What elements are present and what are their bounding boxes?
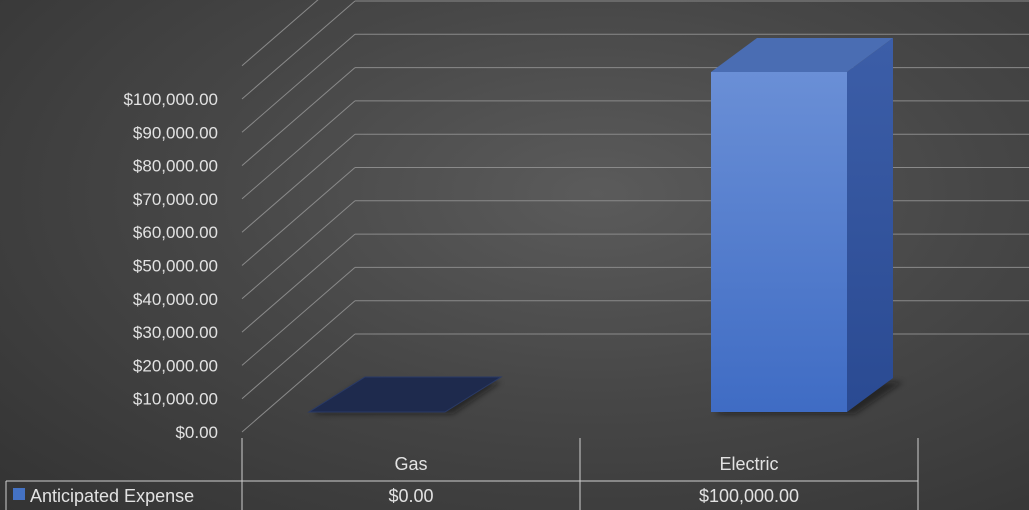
bars — [307, 38, 903, 414]
category-label-gas: Gas — [394, 454, 427, 474]
bar-top-face — [711, 38, 893, 72]
y-tick-label: $70,000.00 — [133, 190, 218, 209]
y-tick-label: $40,000.00 — [133, 290, 218, 309]
side-gridline — [241, 0, 319, 67]
side-gridline — [241, 133, 356, 233]
side-gridline — [241, 200, 356, 300]
side-gridline — [241, 33, 356, 133]
side-gridline — [241, 233, 356, 333]
data-table: Anticipated Expense Gas Electric $0.00 $… — [5, 438, 919, 510]
table-value-electric: $100,000.00 — [699, 486, 799, 506]
back-wall-gridlines — [355, 0, 1029, 335]
side-gridline — [241, 0, 356, 100]
y-tick-label: $20,000.00 — [133, 356, 218, 375]
bar-electric — [711, 38, 903, 414]
category-label-electric: Electric — [719, 454, 778, 474]
y-axis-tick-labels: $0.00 $10,000.00 $20,000.00 $30,000.00 $40,0… — [123, 90, 218, 442]
legend-key-label: Anticipated Expense — [30, 486, 194, 506]
y-tick-label: $50,000.00 — [133, 257, 218, 276]
y-tick-label: $80,000.00 — [133, 157, 218, 176]
side-gridline — [241, 267, 356, 366]
bar-side-face — [847, 38, 893, 412]
y-tick-label: $60,000.00 — [133, 223, 218, 242]
legend-key-swatch — [13, 488, 25, 500]
y-tick-label: $30,000.00 — [133, 323, 218, 342]
side-gridline — [241, 100, 356, 200]
bar-top-face — [307, 376, 503, 413]
side-gridline — [241, 167, 356, 266]
y-tick-label: $100,000.00 — [123, 90, 218, 109]
table-value-gas: $0.00 — [388, 486, 433, 506]
bar-front-face — [711, 72, 847, 412]
bar-gas — [307, 376, 503, 414]
y-tick-label: $10,000.00 — [133, 390, 218, 409]
side-gridline — [241, 300, 356, 400]
y-tick-label: $90,000.00 — [133, 123, 218, 142]
side-gridline — [241, 333, 356, 433]
side-wall-gridlines — [241, 0, 356, 433]
y-tick-label: $0.00 — [175, 423, 218, 442]
side-gridline — [241, 67, 356, 166]
